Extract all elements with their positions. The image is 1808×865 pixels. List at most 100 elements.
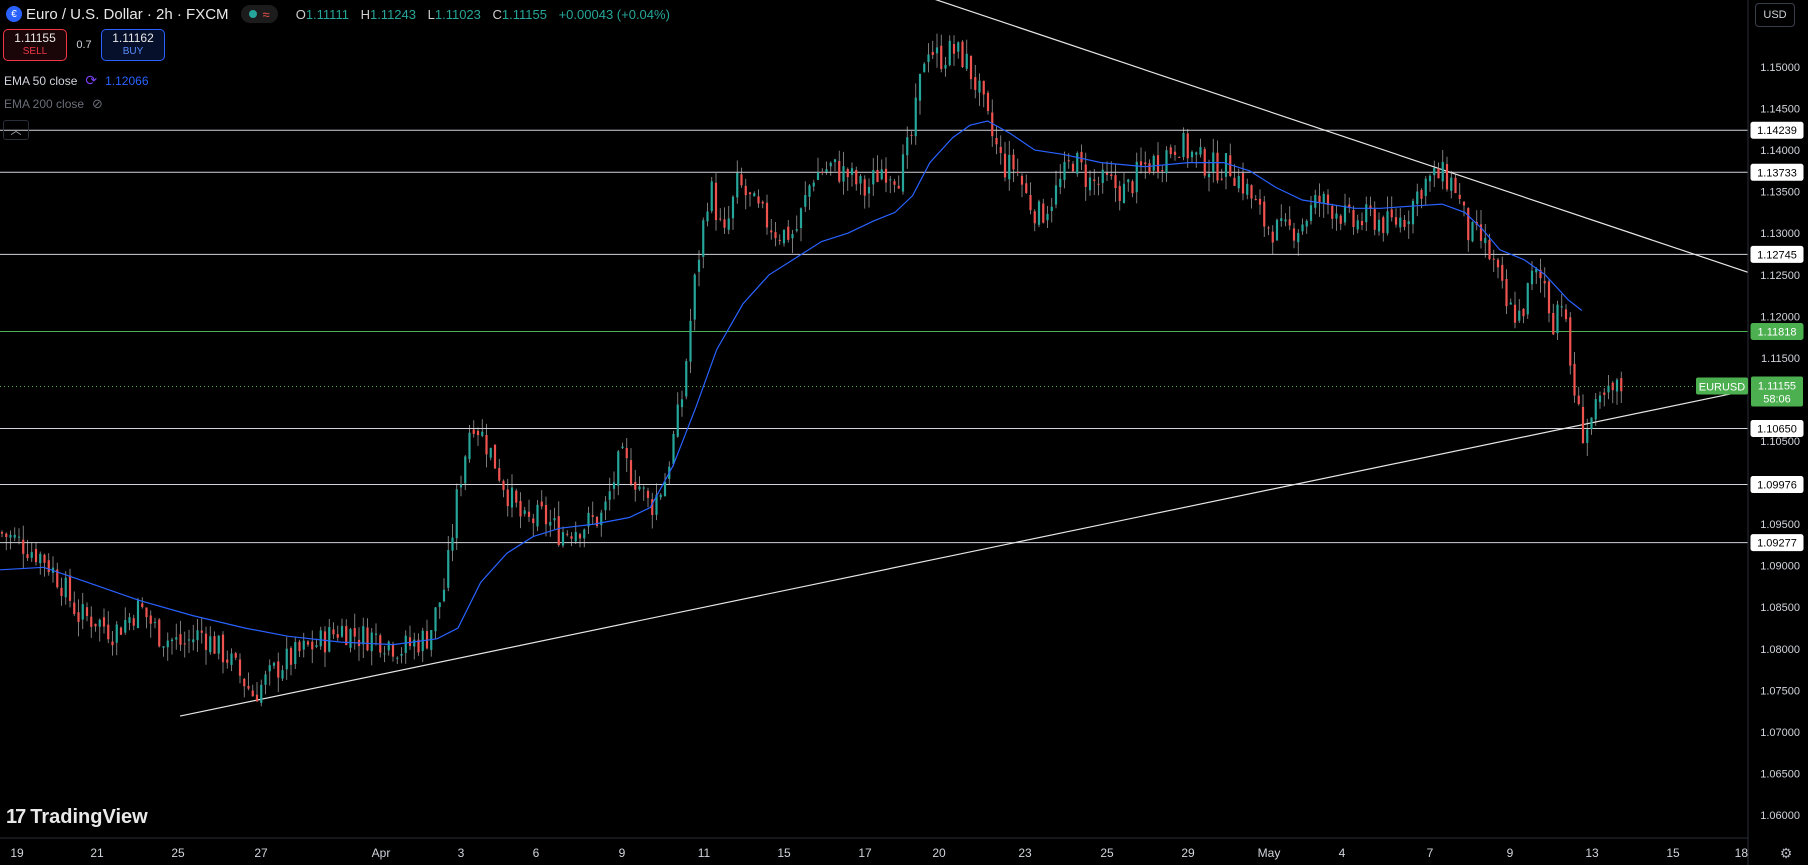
- collapse-legend-button[interactable]: ︿: [3, 120, 29, 140]
- candle-body: [1076, 153, 1079, 174]
- candle-body: [787, 226, 790, 240]
- candle-body: [1118, 186, 1121, 201]
- settings-gear-icon[interactable]: ⚙: [1779, 844, 1793, 861]
- price-tick-label: 1.13500: [1760, 187, 1800, 199]
- candle-body: [332, 629, 335, 635]
- candle-body: [502, 480, 505, 490]
- price-tick-label: 1.09500: [1760, 519, 1800, 531]
- candle-body: [34, 548, 38, 563]
- candle-body: [872, 170, 875, 185]
- candle-body: [22, 539, 25, 554]
- candle-body: [1552, 312, 1555, 335]
- price-tick-label: 1.08000: [1760, 644, 1800, 656]
- trendlines: [179, 0, 1749, 717]
- candle-body: [302, 640, 305, 650]
- candle-body: [404, 635, 407, 653]
- candle-body: [1220, 178, 1223, 180]
- candle-body: [986, 92, 990, 112]
- candle-body: [162, 646, 165, 648]
- candle-body: [1399, 217, 1402, 228]
- candle-body: [336, 634, 339, 638]
- candle-body: [1305, 220, 1308, 227]
- candle-body: [999, 146, 1002, 153]
- candle-body: [1326, 194, 1330, 206]
- candle-body: [1297, 232, 1300, 243]
- candle-body: [1190, 151, 1194, 158]
- candle-body: [1169, 147, 1172, 155]
- candle-body: [978, 80, 981, 93]
- candle-body: [0, 532, 4, 534]
- time-tick-label: 13: [1585, 846, 1599, 860]
- candle-body: [876, 170, 879, 183]
- candle-body: [187, 639, 191, 641]
- candle-body: [540, 501, 543, 507]
- candle-body: [965, 53, 968, 69]
- candle-body: [1250, 185, 1253, 199]
- candle-body: [1488, 239, 1491, 260]
- candle-body: [345, 626, 348, 646]
- time-tick-label: Apr: [372, 846, 391, 860]
- candle-body: [710, 181, 713, 212]
- candle-body: [1161, 170, 1164, 172]
- time-tick-label: 11: [698, 846, 711, 860]
- sell-button[interactable]: 1.11155 SELL: [3, 29, 67, 61]
- candle-body: [459, 484, 463, 488]
- symbol-title[interactable]: Euro / U.S. Dollar · 2h · FXCM: [26, 5, 229, 23]
- candle-body: [1088, 177, 1092, 191]
- candle-body: [391, 644, 395, 657]
- candle-body: [60, 587, 63, 597]
- candle-body: [73, 602, 76, 615]
- candle-body: [714, 182, 718, 221]
- candle-body: [914, 97, 917, 137]
- candle-body: [1339, 215, 1342, 224]
- symbol-tag: [1696, 377, 1748, 395]
- candle-body: [158, 619, 161, 647]
- candle-body: [642, 487, 645, 489]
- candle-body: [1012, 154, 1015, 170]
- candle-body: [1237, 176, 1240, 189]
- ohlc-readout: O1.11111 H1.11243 L1.11023 C1.11155 +0.0…: [295, 6, 670, 22]
- time-axis[interactable]: 19 21 25 27 Apr 3 6 9 11 15 17 20 23 25 29 May 4 7 9 13 15 18: [0, 837, 1748, 860]
- candle-body: [281, 670, 284, 679]
- candle-body: [557, 516, 560, 546]
- candle-body: [1416, 191, 1419, 204]
- buy-button[interactable]: 1.11162 BUY: [101, 29, 165, 61]
- candle-body: [510, 487, 514, 508]
- candle-body: [995, 137, 998, 145]
- candle-body: [481, 431, 484, 436]
- candle-body: [204, 633, 208, 650]
- candle-body: [1233, 177, 1236, 186]
- hidden-eye-icon[interactable]: ⊘: [92, 96, 103, 111]
- price-change: +0.00043 (+0.04%): [558, 6, 670, 22]
- candle-body: [1513, 304, 1517, 323]
- candle-body: [1288, 219, 1291, 226]
- candle-body: [1037, 201, 1041, 225]
- candle-body: [1564, 309, 1568, 320]
- time-tick-label: 9: [1507, 846, 1514, 860]
- price-axis[interactable]: 1.15000 1.14500 1.14000 1.13500 1.13000 1.125…: [1696, 0, 1804, 865]
- candle-body: [472, 429, 475, 434]
- chevron-up-icon: ︿: [10, 125, 22, 137]
- candle-body: [935, 47, 939, 54]
- candle-body: [889, 179, 892, 181]
- candle-body: [1144, 162, 1147, 165]
- candle-body: [192, 639, 195, 643]
- ema200-legend[interactable]: EMA 200 close ⊘: [4, 96, 103, 111]
- candle-body: [1356, 220, 1359, 230]
- candle-body: [1229, 155, 1232, 176]
- market-status[interactable]: ≈: [240, 5, 278, 23]
- candle-body: [672, 433, 675, 465]
- candle-body: [1394, 217, 1398, 225]
- currency-button[interactable]: USD: [1755, 3, 1795, 27]
- ema50-legend[interactable]: EMA 50 close ⟳ 1.12066: [4, 72, 149, 88]
- candle-body: [56, 569, 59, 588]
- candle-body: [1105, 172, 1109, 175]
- candle-body: [719, 218, 722, 220]
- candle-body: [1241, 173, 1245, 194]
- candle-body: [1390, 209, 1393, 218]
- candle-body: [1173, 151, 1177, 155]
- candle-body: [451, 537, 454, 551]
- candle-body: [209, 636, 212, 653]
- candle-body: [1135, 161, 1138, 193]
